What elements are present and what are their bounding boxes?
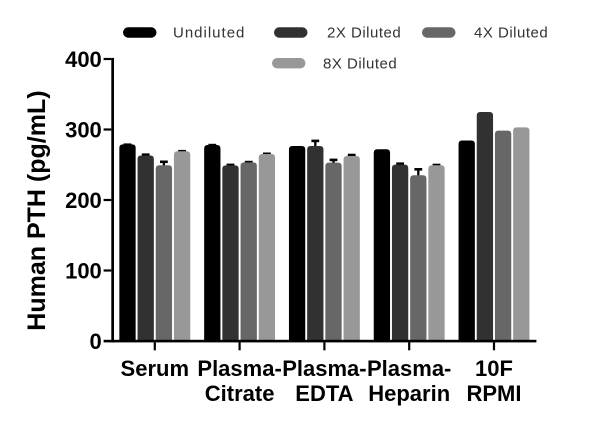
- svg-text:Human PTH (pg/mL): Human PTH (pg/mL): [23, 90, 51, 330]
- svg-text:RPMI: RPMI: [467, 381, 522, 406]
- svg-text:Plasma-: Plasma-: [282, 356, 366, 381]
- svg-text:200: 200: [65, 188, 102, 213]
- svg-text:EDTA: EDTA: [295, 381, 353, 406]
- svg-text:Undiluted: Undiluted: [173, 25, 245, 42]
- svg-text:300: 300: [65, 118, 102, 143]
- svg-text:400: 400: [65, 47, 102, 72]
- svg-text:Citrate: Citrate: [205, 381, 275, 406]
- svg-text:10F: 10F: [475, 356, 513, 381]
- svg-text:Serum: Serum: [121, 356, 189, 381]
- svg-text:2X Diluted: 2X Diluted: [327, 25, 401, 42]
- svg-text:4X Diluted: 4X Diluted: [474, 25, 548, 42]
- svg-text:Plasma-: Plasma-: [197, 356, 281, 381]
- svg-text:0: 0: [90, 329, 102, 354]
- svg-text:100: 100: [65, 259, 102, 284]
- svg-text:8X Diluted: 8X Diluted: [323, 55, 397, 72]
- svg-text:Heparin: Heparin: [368, 381, 450, 406]
- svg-text:Plasma-: Plasma-: [367, 356, 451, 381]
